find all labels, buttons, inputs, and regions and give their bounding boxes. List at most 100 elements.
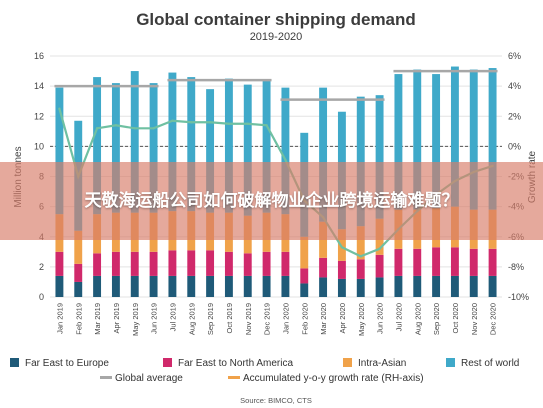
growth-point bbox=[227, 122, 231, 125]
y2-tick-label: -10% bbox=[508, 292, 529, 302]
bar-segment bbox=[111, 83, 120, 213]
bar-segment bbox=[450, 247, 459, 276]
bar-segment bbox=[55, 275, 64, 297]
x-tick-label: Apr 2020 bbox=[338, 303, 347, 333]
bar-segment bbox=[130, 71, 139, 213]
bar-segment bbox=[168, 72, 177, 212]
bar-segment bbox=[432, 247, 441, 276]
x-tick-label: Dec 2020 bbox=[489, 303, 498, 335]
growth-point bbox=[58, 107, 61, 110]
bar-segment bbox=[432, 74, 441, 209]
x-tick-label: Jul 2019 bbox=[168, 303, 177, 331]
x-axis-ticks: Jan 2019 Feb 2019 Mar 2019 Apr 2019 May 2019… bbox=[55, 303, 497, 336]
y-tick-label: 12 bbox=[34, 111, 44, 121]
bar-segment bbox=[413, 275, 422, 297]
bar-segment bbox=[375, 277, 384, 297]
bar-segment bbox=[74, 281, 83, 297]
chart-source: Source: BIMCO, CTS bbox=[240, 396, 312, 405]
x-tick-label: Jun 2019 bbox=[150, 303, 159, 334]
bar-segment bbox=[319, 277, 328, 297]
growth-point bbox=[284, 158, 287, 162]
bar-segment bbox=[356, 226, 365, 260]
bar-segment bbox=[149, 83, 158, 213]
x-tick-label: Oct 2020 bbox=[451, 303, 460, 333]
bar-segment bbox=[300, 283, 309, 297]
bar-segment bbox=[111, 275, 120, 297]
growth-point bbox=[265, 124, 268, 127]
article-title-banner: 天敬海运船公司如何破解物业企业跨境运输难题？ bbox=[0, 162, 543, 240]
bar-segment bbox=[469, 248, 478, 276]
y-tick-label: 2 bbox=[39, 262, 44, 272]
x-tick-label: Aug 2020 bbox=[413, 303, 422, 335]
bar-segment bbox=[281, 251, 290, 276]
y2-tick-label: 4% bbox=[508, 81, 521, 91]
bar-segment bbox=[300, 268, 309, 284]
bar-segment bbox=[130, 275, 139, 297]
x-tick-label: May 2020 bbox=[357, 303, 366, 336]
x-tick-label: Feb 2019 bbox=[74, 303, 83, 335]
growth-point bbox=[208, 121, 212, 124]
bar-segment bbox=[224, 78, 233, 213]
bar-segment bbox=[281, 87, 290, 215]
bar-segment bbox=[488, 275, 497, 297]
x-tick-label: Aug 2019 bbox=[187, 303, 196, 335]
growth-point bbox=[133, 127, 136, 130]
bar-segment bbox=[149, 251, 158, 276]
bar-segment bbox=[281, 275, 290, 297]
legend-label: Intra-Asian bbox=[358, 358, 406, 369]
bar-segment bbox=[93, 77, 102, 215]
bar-segment bbox=[224, 275, 233, 297]
y2-tick-label: 6% bbox=[508, 51, 521, 61]
bar-segment bbox=[55, 87, 64, 215]
x-tick-label: Jul 2020 bbox=[394, 303, 403, 331]
chart-title: Global container shipping demand bbox=[136, 10, 416, 29]
growth-point bbox=[340, 246, 344, 249]
x-tick-label: Dec 2019 bbox=[263, 303, 272, 335]
growth-point bbox=[378, 247, 381, 250]
growth-point bbox=[95, 127, 99, 130]
growth-point bbox=[152, 127, 155, 130]
bar-segment bbox=[300, 236, 309, 269]
growth-point bbox=[246, 122, 249, 125]
bar-segment bbox=[450, 275, 459, 297]
bar-segment bbox=[356, 278, 365, 297]
bar-segment bbox=[375, 254, 384, 278]
bar-segment bbox=[243, 253, 252, 276]
legend-label: Far East to Europe bbox=[25, 358, 109, 369]
bar-segment bbox=[337, 278, 346, 297]
x-tick-label: Mar 2019 bbox=[93, 303, 102, 335]
x-tick-label: Sep 2020 bbox=[432, 303, 441, 335]
bar-segment bbox=[375, 95, 384, 219]
chart-subtitle: 2019-2020 bbox=[250, 31, 303, 43]
y2-tick-label: 0% bbox=[508, 141, 521, 151]
y-tick-label: 16 bbox=[34, 51, 44, 61]
x-tick-label: Nov 2020 bbox=[470, 303, 479, 335]
bar-segment bbox=[243, 275, 252, 297]
bar-segment bbox=[93, 253, 102, 276]
bar-segment bbox=[74, 230, 83, 264]
legend: Far East to Europe Far East to North Amer… bbox=[10, 358, 519, 384]
y2-tick-label: -8% bbox=[508, 262, 524, 272]
legend-label: Global average bbox=[115, 373, 183, 384]
bar-segment bbox=[74, 263, 83, 282]
bar-segment bbox=[413, 69, 422, 210]
bar-segment bbox=[206, 275, 215, 297]
x-tick-label: Sep 2019 bbox=[206, 303, 215, 335]
x-tick-label: Jan 2020 bbox=[281, 303, 290, 334]
global-average-line bbox=[54, 69, 498, 101]
legend-label: Accumulated y-o-y growth rate (RH-axis) bbox=[243, 373, 424, 384]
y-tick-label: 0 bbox=[39, 292, 44, 302]
bar-segment bbox=[337, 260, 346, 279]
bar-segment bbox=[111, 251, 120, 276]
bar-segment bbox=[488, 68, 497, 210]
x-tick-label: Oct 2019 bbox=[225, 303, 234, 333]
bar-segment bbox=[224, 251, 233, 276]
bar-segment bbox=[262, 251, 271, 276]
bar-segment bbox=[187, 275, 196, 297]
bar-segment bbox=[55, 251, 64, 276]
legend-label: Far East to North America bbox=[178, 358, 293, 369]
growth-point bbox=[114, 124, 118, 127]
article-title[interactable]: 天敬海运船公司如何破解物业企业跨境运输难题？ bbox=[84, 190, 459, 211]
bar-segment bbox=[356, 259, 365, 279]
